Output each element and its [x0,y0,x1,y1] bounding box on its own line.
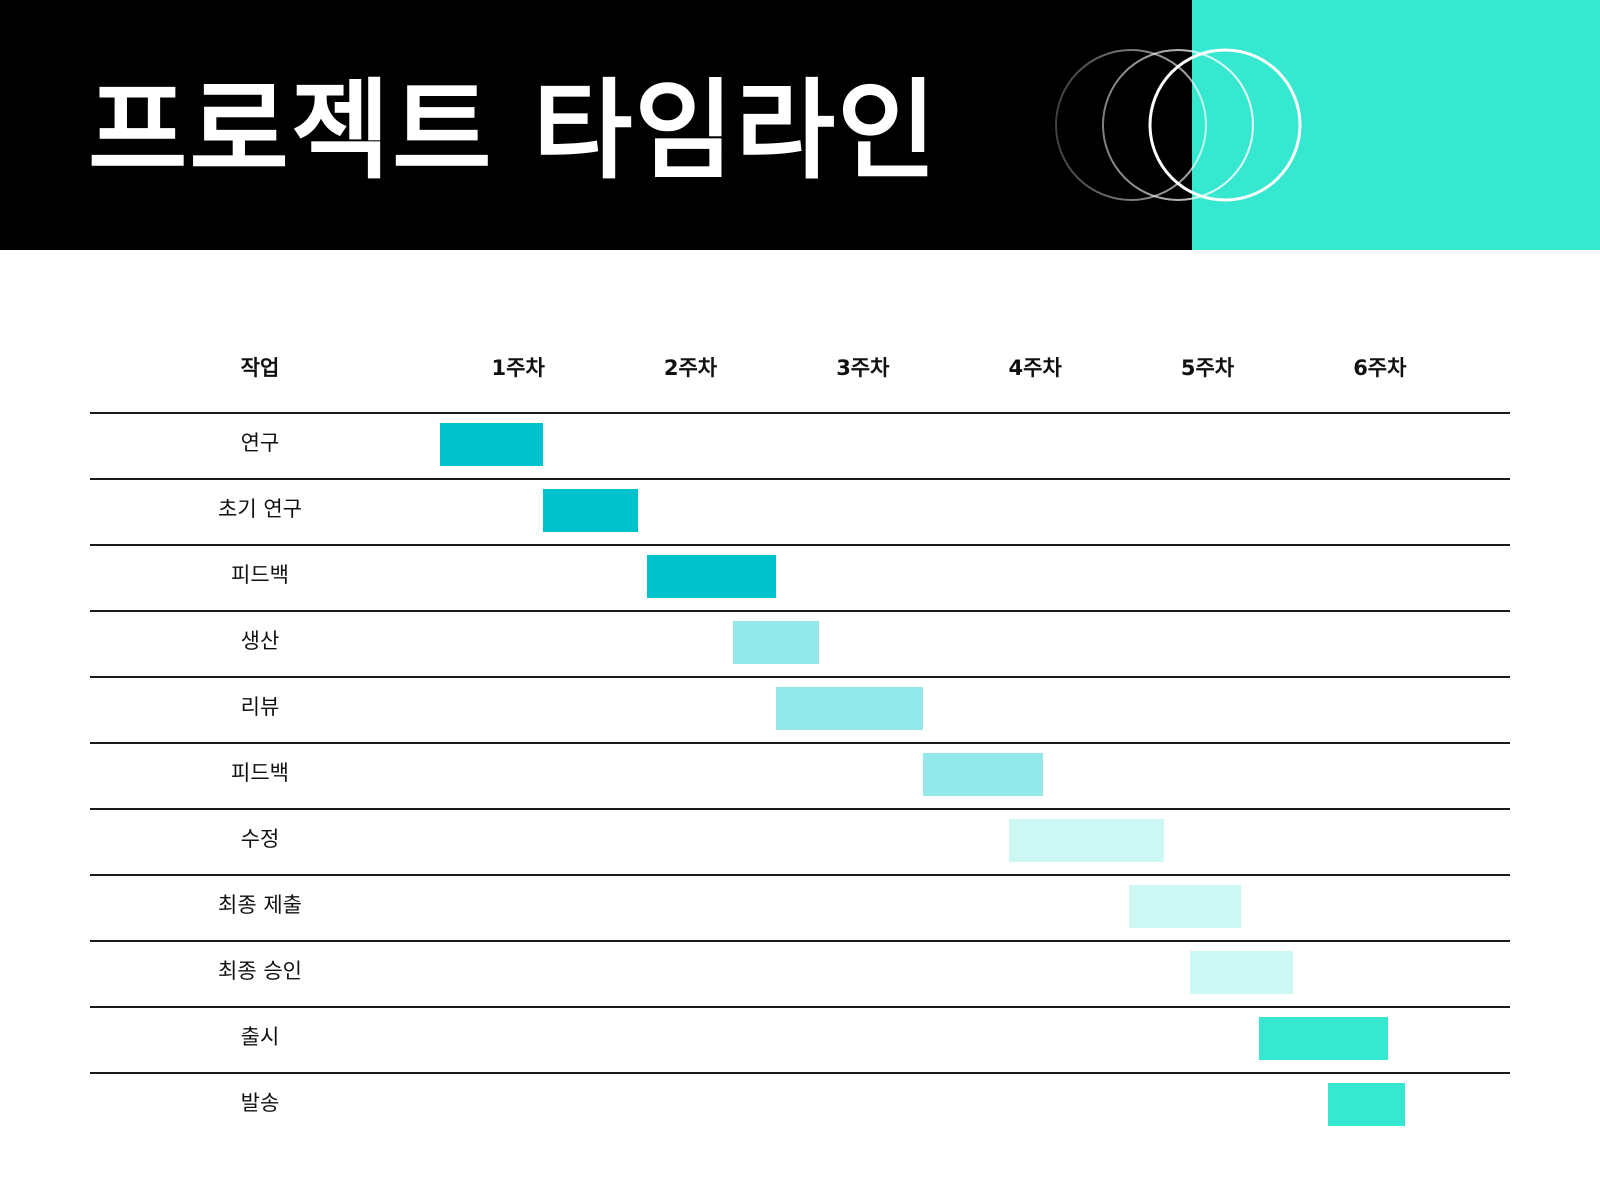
task-bar [922,753,1044,796]
ring-middle [1102,49,1254,201]
task-label: 피드백 [231,761,289,785]
ring-front [1148,48,1302,202]
task-bar [732,621,820,664]
week-header-6: 6주차 [1353,356,1407,380]
week-header-3: 3주차 [836,356,890,380]
task-bar [646,555,777,598]
row-divider [90,1072,1510,1074]
task-label: 연구 [240,431,280,455]
row-divider [90,478,1510,480]
row-divider [90,412,1510,414]
decorative-rings-icon [1055,48,1302,202]
task-label: 출시 [240,1025,280,1049]
task-bar [440,423,544,466]
header-accent-panel [1192,0,1600,250]
row-divider [90,742,1510,744]
task-label: 초기 연구 [218,497,302,521]
page-title: 프로젝트 타임라인 [88,69,939,194]
task-bar [543,489,639,532]
task-bar [1129,885,1242,928]
row-divider [90,808,1510,810]
task-label: 최종 제출 [218,893,302,917]
week-header-5: 5주차 [1180,356,1235,380]
task-label: 생산 [240,629,280,653]
week-header-1: 1주차 [491,356,545,380]
task-column-header: 작업 [240,356,280,380]
ring-outer-left [1055,49,1207,201]
week-header-4: 4주차 [1008,356,1062,380]
task-label: 최종 승인 [218,959,302,983]
row-divider [90,544,1510,546]
task-label: 수정 [240,827,280,851]
row-divider [90,1006,1510,1008]
task-bar [1258,1017,1388,1060]
task-bar [1008,819,1164,862]
task-bar [1327,1083,1406,1126]
week-header-2: 2주차 [663,356,718,380]
row-divider [90,874,1510,876]
row-divider [90,676,1510,678]
task-label: 피드백 [231,563,289,587]
row-divider [90,940,1510,942]
task-bar [776,687,923,730]
task-label: 리뷰 [240,695,280,719]
row-divider [90,610,1510,612]
task-bar [1189,951,1294,994]
task-label: 발송 [240,1091,280,1115]
